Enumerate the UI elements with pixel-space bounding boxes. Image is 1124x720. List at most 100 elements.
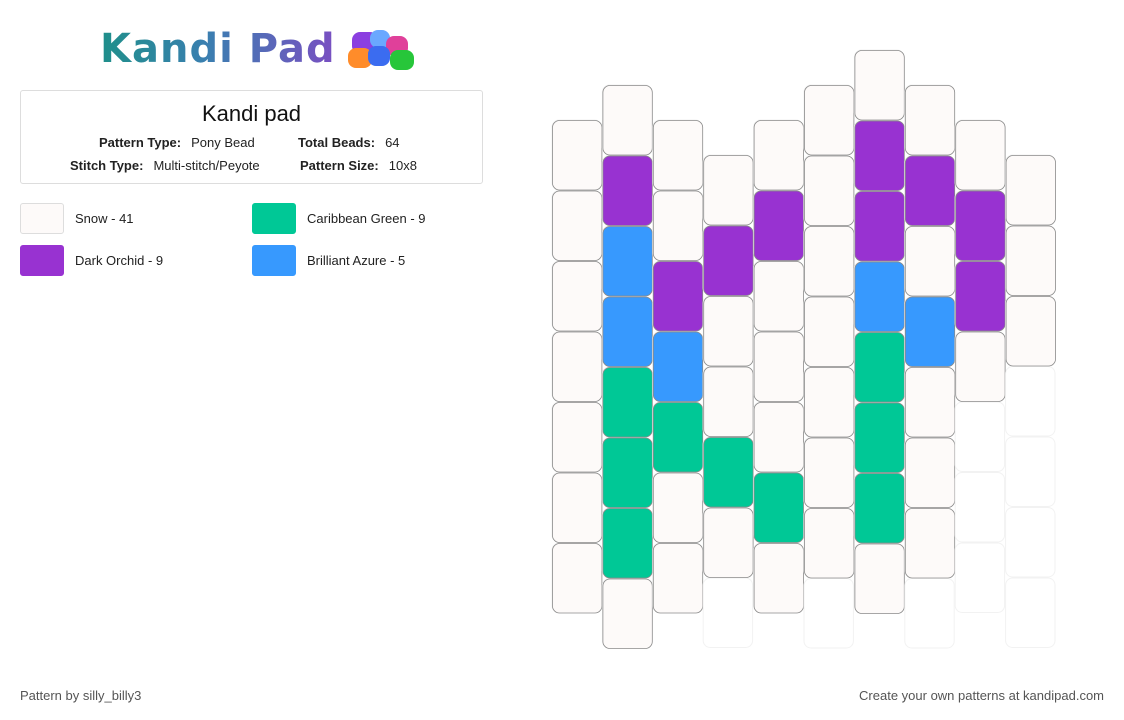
bead-caribbean-green	[854, 402, 905, 473]
bead-snow	[854, 543, 905, 614]
bead-snow	[652, 120, 704, 191]
bead-snow	[652, 543, 704, 614]
pattern-author: Pattern by silly_billy3	[20, 688, 142, 703]
legend-label: Caribbean Green - 9	[307, 211, 426, 226]
pattern-info-box: Kandi pad Pattern Type: Pony Bead Total B…	[20, 90, 483, 184]
bead-snow	[804, 367, 855, 438]
bead-snow	[804, 85, 855, 156]
bead-brilliant-azure	[652, 331, 704, 402]
bead-snow	[1005, 155, 1056, 226]
bead-snow	[804, 508, 855, 579]
bead-snow	[552, 331, 603, 402]
legend-item-caribbean-green: Caribbean Green - 9	[252, 203, 426, 234]
bead-caribbean-green	[854, 332, 905, 403]
bead-brilliant-azure	[602, 296, 653, 367]
legend-label: Brilliant Azure - 5	[307, 253, 406, 268]
bead-snow	[955, 331, 1006, 402]
bead-snow	[804, 437, 855, 508]
bead-caribbean-green	[602, 367, 653, 438]
bead-snow	[652, 190, 704, 261]
pattern-type-label: Pattern Type:	[99, 135, 182, 150]
legend-label: Dark Orchid - 9	[75, 253, 164, 268]
bead-snow	[753, 402, 804, 473]
bead-dark-orchid	[703, 225, 754, 296]
logo-text: Kandi Pad	[100, 26, 336, 72]
empty-bead-slot	[954, 472, 1006, 543]
bead-caribbean-green	[703, 437, 754, 508]
bead-snow	[753, 331, 804, 402]
bead-snow	[552, 402, 603, 473]
pattern-size-value: 10x8	[388, 158, 417, 173]
total-beads-value: 64	[385, 135, 400, 150]
bead-snow	[703, 296, 754, 367]
legend-label: Snow - 41	[75, 211, 134, 226]
bead-snow	[804, 226, 855, 297]
bead-snow	[552, 120, 603, 191]
bead-snow	[904, 226, 956, 297]
empty-bead-slot	[954, 542, 1006, 613]
bead-snow	[703, 366, 754, 437]
pattern-size-label: Pattern Size:	[300, 158, 379, 173]
bead-caribbean-green	[602, 508, 653, 579]
kandipad-link[interactable]: Create your own patterns at kandipad.com	[859, 688, 1104, 703]
bead-dark-orchid	[904, 155, 956, 226]
bead-caribbean-green	[753, 472, 804, 543]
bead-snow	[804, 296, 855, 367]
bead-dark-orchid	[652, 261, 704, 332]
bead-caribbean-green	[854, 473, 905, 544]
bead-snow	[753, 543, 804, 614]
bead-snow	[552, 472, 603, 543]
bead-dark-orchid	[753, 190, 804, 261]
stitch-type-value: Multi-stitch/Peyote	[153, 158, 260, 173]
bead-caribbean-green	[652, 402, 704, 473]
pattern-size: Pattern Size: 10x8	[300, 158, 417, 173]
bead-snow	[804, 155, 855, 226]
bead-snow	[1005, 296, 1056, 367]
empty-bead-slot	[904, 578, 955, 649]
stitch-type: Stitch Type: Multi-stitch/Peyote	[70, 158, 260, 173]
bead-dark-orchid	[854, 120, 905, 191]
legend-swatch	[252, 245, 296, 276]
empty-bead-slot	[1005, 577, 1056, 648]
legend-item-brilliant-azure: Brilliant Azure - 5	[252, 245, 405, 276]
bead-dark-orchid	[955, 190, 1006, 261]
bead-brilliant-azure	[904, 296, 956, 367]
stitch-type-label: Stitch Type:	[70, 158, 144, 173]
bead-snow	[753, 120, 804, 191]
bead-snow	[703, 155, 754, 226]
bead-snow	[955, 120, 1006, 191]
legend-item-dark-orchid: Dark Orchid - 9	[20, 245, 163, 276]
bead-snow	[904, 367, 956, 438]
bead-snow	[602, 578, 653, 649]
pattern-type: Pattern Type: Pony Bead	[99, 135, 255, 150]
bead-brilliant-azure	[602, 226, 653, 297]
bead-snow	[904, 437, 956, 508]
bead-snow	[552, 190, 603, 261]
empty-bead-slot	[702, 577, 754, 648]
kandi-pad-logo: Kandi Pad	[100, 26, 424, 72]
empty-bead-slot	[954, 401, 1006, 472]
bead-snow	[904, 508, 956, 579]
bead-snow	[552, 543, 603, 614]
bead-dark-orchid	[854, 191, 905, 262]
bead-caribbean-green	[602, 437, 653, 508]
bead-snow	[552, 261, 603, 332]
bead-snow	[703, 507, 754, 578]
bead-snow	[1005, 225, 1056, 296]
bead-brilliant-azure	[854, 261, 905, 332]
pattern-title: Kandi pad	[201, 101, 302, 126]
bead-dark-orchid	[602, 155, 653, 226]
legend-swatch	[20, 203, 64, 234]
total-beads: Total Beads: 64	[298, 135, 400, 150]
bead-snow	[602, 85, 653, 156]
empty-bead-slot	[1005, 507, 1056, 578]
legend-item-snow: Snow - 41	[20, 203, 134, 234]
empty-bead-slot	[1005, 436, 1056, 507]
empty-bead-slot	[803, 578, 854, 649]
legend-swatch	[252, 203, 296, 234]
bead-dark-orchid	[955, 261, 1006, 332]
bead-snow	[652, 472, 704, 543]
beads-logo-icon	[346, 26, 424, 72]
pattern-type-value: Pony Bead	[191, 135, 255, 150]
